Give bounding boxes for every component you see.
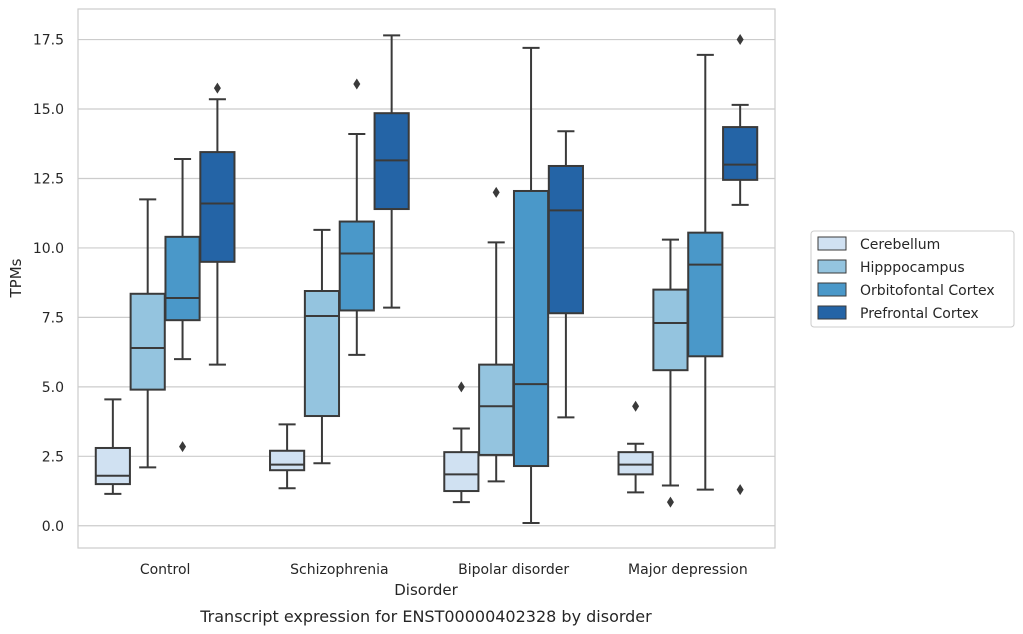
x-tick-label: Major depression bbox=[628, 562, 748, 578]
y-tick-label: 17.5 bbox=[33, 33, 64, 49]
legend-swatch bbox=[817, 305, 847, 320]
y-tick-labels: 0.0 2.5 5.0 7.5 10.0 12.5 15.0 17.5 bbox=[33, 33, 64, 535]
box-orbitofontal-cortex-2 bbox=[338, 78, 375, 356]
outlier-point bbox=[353, 78, 361, 90]
outlier-point bbox=[736, 484, 744, 496]
outlier-point bbox=[179, 441, 187, 453]
iqr-box bbox=[164, 235, 201, 322]
outlier-point bbox=[632, 400, 640, 412]
y-tick-label: 7.5 bbox=[42, 310, 64, 326]
iqr-box bbox=[512, 189, 550, 468]
box-prefrontal-cortex-4 bbox=[722, 34, 759, 496]
iqr-box bbox=[94, 446, 131, 486]
box-prefrontal-cortex-1 bbox=[199, 82, 236, 366]
outlier-point bbox=[736, 34, 744, 46]
iqr-box bbox=[303, 290, 341, 418]
legend-swatch bbox=[817, 259, 847, 274]
x-tick-label: Bipolar disorder bbox=[458, 562, 569, 578]
legend-label: Orbitofontal Cortex bbox=[860, 283, 995, 299]
iqr-box bbox=[478, 363, 515, 456]
box-cerebellum-1 bbox=[94, 398, 131, 495]
iqr-box bbox=[269, 449, 306, 472]
iqr-box bbox=[547, 164, 584, 315]
iqr-box bbox=[199, 151, 236, 263]
legend-label: Prefrontal Cortex bbox=[860, 306, 979, 322]
y-tick-label: 15.0 bbox=[33, 102, 64, 118]
iqr-box bbox=[722, 126, 759, 181]
iqr-box bbox=[443, 451, 480, 493]
outlier-point bbox=[213, 82, 221, 94]
y-tick-label: 5.0 bbox=[42, 380, 64, 396]
box-cerebellum-2 bbox=[269, 423, 306, 490]
legend-swatch bbox=[817, 236, 847, 251]
legend-label: Hipppocampus bbox=[860, 260, 965, 276]
y-tick-label: 10.0 bbox=[33, 241, 64, 257]
box-orbitofontal-cortex-1 bbox=[164, 158, 201, 453]
x-tick-label: Schizophrenia bbox=[290, 562, 388, 578]
chart-caption: Transcript expression for ENST0000040232… bbox=[199, 607, 652, 626]
outlier-point bbox=[666, 496, 674, 508]
y-axis-label: TPMs bbox=[7, 258, 25, 298]
y-tick-label: 2.5 bbox=[42, 449, 64, 465]
iqr-box bbox=[687, 231, 724, 358]
box-hipppocampus-2 bbox=[303, 228, 341, 465]
box-prefrontal-cortex-3 bbox=[547, 130, 584, 419]
box-cerebellum-4 bbox=[617, 400, 654, 494]
outlier-point bbox=[492, 186, 500, 198]
iqr-box bbox=[129, 292, 166, 391]
box-hipppocampus-1 bbox=[129, 198, 166, 469]
x-axis-label: Disorder bbox=[394, 581, 458, 599]
legend-swatch bbox=[817, 282, 847, 297]
outlier-point bbox=[457, 381, 465, 393]
box-orbitofontal-cortex-3 bbox=[512, 46, 550, 524]
y-tick-label: 12.5 bbox=[33, 171, 64, 187]
iqr-box bbox=[617, 451, 654, 476]
box-hipppocampus-3 bbox=[478, 186, 515, 483]
box-cerebellum-3 bbox=[443, 381, 480, 504]
y-tick-label: 0.0 bbox=[42, 519, 64, 535]
boxes bbox=[94, 34, 759, 524]
box-hipppocampus-4 bbox=[652, 238, 689, 508]
plot-frame bbox=[77, 8, 776, 549]
box-orbitofontal-cortex-4 bbox=[687, 53, 724, 491]
x-tick-label: Control bbox=[140, 562, 191, 578]
legend-label: Cerebellum bbox=[860, 237, 940, 253]
box-prefrontal-cortex-2 bbox=[373, 34, 410, 309]
iqr-box bbox=[338, 220, 375, 312]
legend-frame bbox=[810, 230, 1015, 328]
legend: Cerebellum Hipppocampus Orbitofontal Corte… bbox=[810, 230, 1015, 328]
iqr-box bbox=[652, 288, 689, 372]
x-tick-labels: Control Schizophrenia Bipolar disorder Majo… bbox=[140, 562, 748, 578]
